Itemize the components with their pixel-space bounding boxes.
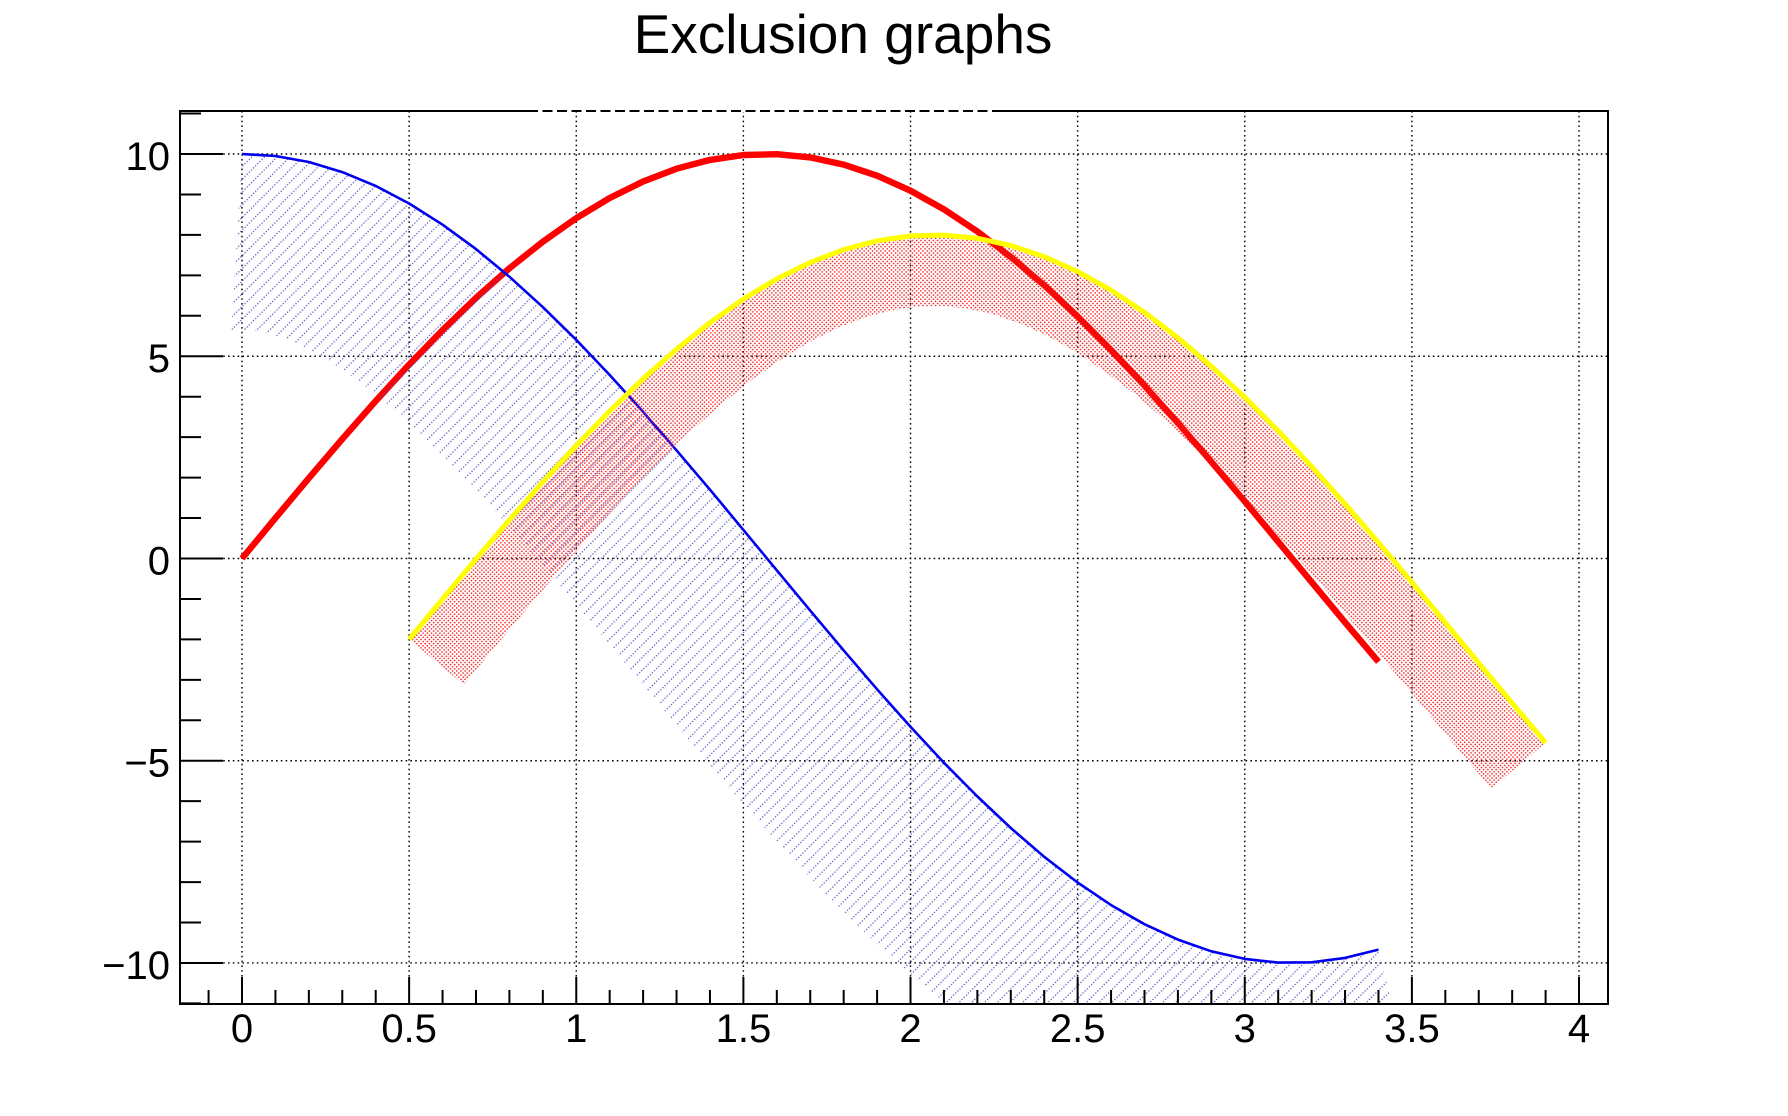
axis-labels-layer: 0 0.5 1 1.5 2 2.5 3 3.5 4 10 5 0 −5 −10 xyxy=(102,135,1590,1051)
y-tick-label: 10 xyxy=(126,135,171,179)
series-layer xyxy=(231,150,1548,1004)
y-tick-label: 5 xyxy=(148,337,170,381)
x-tick-label: 1.5 xyxy=(716,1007,772,1051)
x-tick-label: 0.5 xyxy=(381,1007,437,1051)
frame-layer xyxy=(179,109,1609,1005)
x-tick-label: 0 xyxy=(231,1007,253,1051)
x-tick-label: 2 xyxy=(899,1007,921,1051)
y-tick-label: 0 xyxy=(148,539,170,583)
y-tick-label: −10 xyxy=(102,944,170,988)
x-tick-label: 3 xyxy=(1234,1007,1256,1051)
x-tick-label: 4 xyxy=(1568,1007,1590,1051)
series-band-yellow-sine-shifted xyxy=(409,235,1546,789)
series-curve-yellow-sine-shifted xyxy=(407,232,1548,745)
y-tick-label: −5 xyxy=(124,742,170,786)
x-tick-label: 2.5 xyxy=(1050,1007,1106,1051)
x-tick-label: 3.5 xyxy=(1384,1007,1440,1051)
x-tick-label: 1 xyxy=(565,1007,587,1051)
series-curve-blue-cosine xyxy=(241,152,1379,964)
chart-title: Exclusion graphs xyxy=(634,3,1053,65)
series-band-blue-cosine xyxy=(231,154,1393,1004)
